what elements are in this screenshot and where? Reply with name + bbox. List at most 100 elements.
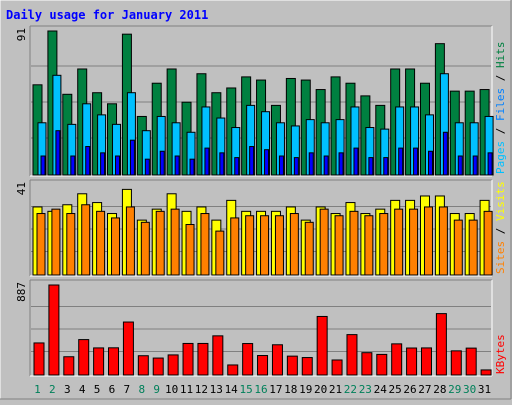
bar-kbytes-day-29 [450,350,462,376]
bar-kbytes-day-10 [167,354,179,376]
bar-sites-day-30 [468,219,478,276]
bar-pages-day-15 [249,146,255,176]
bar-kbytes-day-24 [376,353,388,376]
bar-pages-day-8 [144,158,150,176]
day-label-14: 14 [225,383,239,396]
day-label-25: 25 [389,383,402,396]
day-label-16: 16 [254,383,267,396]
day-label-13: 13 [210,383,223,396]
panels-layer: 91 Pages / Files / Hits 41 Sites / Visits 88… [15,25,507,377]
bar-pages-day-20 [323,155,329,176]
day-label-21: 21 [329,383,342,396]
bar-pages-day-26 [413,147,419,176]
bar-sites-day-24 [379,213,389,276]
bar-kbytes-day-12 [197,342,209,376]
bar-pages-day-3 [70,155,76,176]
day-label-20: 20 [314,383,327,396]
panel-visits-legend-part-0: Sites [494,241,507,274]
bar-sites-day-25 [394,208,404,276]
bar-sites-day-3 [66,213,76,276]
bar-sites-day-8 [140,221,150,276]
day-label-15: 15 [239,383,252,396]
bar-kbytes-day-14 [227,364,239,376]
panel-hits-legend: Pages / Files / Hits [494,42,507,175]
day-label-23: 23 [359,383,372,396]
day-label-28: 28 [433,383,446,396]
bar-sites-day-5 [96,210,106,276]
bar-kbytes-day-9 [152,357,164,376]
bar-kbytes-day-11 [182,342,194,376]
bar-sites-day-14 [230,217,240,276]
day-labels-layer: 1 2 3 4 5 6 7 8 9 10 11 12 13 14 15 16 17 18 19 20 21 22 23 24 2… [34,383,491,396]
bar-sites-day-19 [304,221,314,276]
bar-sites-day-6 [111,217,121,276]
bar-sites-day-13 [215,230,225,276]
bar-kbytes-day-31 [480,369,492,376]
bar-kbytes-day-16 [257,355,269,376]
bar-sites-day-23 [364,215,374,276]
bar-sites-day-15 [245,215,255,276]
bar-sites-day-16 [260,215,270,276]
bar-kbytes-day-2 [48,284,60,376]
bar-sites-day-17 [274,215,284,276]
day-label-24: 24 [374,383,388,396]
bar-sites-day-10 [170,208,180,276]
bar-pages-day-23 [368,157,374,176]
bar-pages-day-5 [100,152,106,176]
bar-kbytes-day-5 [93,347,105,376]
bar-kbytes-day-3 [63,356,75,376]
bar-pages-day-13 [219,152,225,176]
day-label-1: 1 [34,383,41,396]
panel-visits-legend-part-1: / [494,221,507,241]
bar-kbytes-day-22 [346,334,358,376]
day-label-12: 12 [195,383,208,396]
bar-sites-day-27 [423,206,433,276]
bar-kbytes-day-28 [435,313,447,376]
bar-pages-day-18 [293,157,299,176]
bar-kbytes-day-13 [212,335,224,376]
bar-pages-day-16 [264,149,270,176]
bar-kbytes-day-7 [122,321,134,376]
bar-pages-day-24 [383,157,389,176]
bar-sites-day-12 [200,213,210,276]
bar-pages-day-4 [85,146,91,176]
bar-pages-day-27 [427,150,433,176]
day-label-5: 5 [94,383,101,396]
panel-kbytes-legend-part-0: KBytes [494,334,507,374]
bar-kbytes-day-21 [331,359,343,376]
bar-pages-day-19 [308,152,314,176]
bar-pages-day-6 [115,155,121,176]
day-label-29: 29 [448,383,461,396]
bar-sites-day-11 [185,224,195,276]
panel-kbytes-max-label: 887 [15,282,28,302]
day-label-30: 30 [463,383,476,396]
bar-sites-day-29 [453,219,463,276]
panel-hits-max-label: 91 [15,28,28,41]
panel-kbytes-legend: KBytes [494,334,507,374]
bar-kbytes-day-8 [137,355,149,376]
bar-sites-day-26 [409,208,419,276]
bar-sites-day-7 [125,206,135,276]
bar-kbytes-day-25 [391,343,403,376]
bar-pages-day-14 [234,157,240,176]
day-label-17: 17 [269,383,282,396]
bar-kbytes-day-15 [242,343,254,376]
bar-pages-day-10 [174,155,180,176]
bar-pages-day-1 [40,155,46,176]
bar-sites-day-9 [155,210,165,276]
bar-pages-day-22 [353,147,359,176]
bar-kbytes-day-19 [301,357,313,376]
bar-sites-day-4 [81,204,91,276]
bar-kbytes-day-23 [361,352,373,376]
bar-pages-day-7 [129,139,135,176]
bar-pages-day-21 [338,152,344,176]
day-label-22: 22 [344,383,357,396]
bar-pages-day-2 [55,130,61,176]
panel-hits-legend-part-0: Pages [494,141,507,174]
day-label-3: 3 [64,383,71,396]
bar-sites-day-21 [334,215,344,276]
bar-pages-day-29 [457,155,463,176]
bar-pages-day-30 [472,155,478,176]
bar-pages-day-12 [204,147,210,176]
